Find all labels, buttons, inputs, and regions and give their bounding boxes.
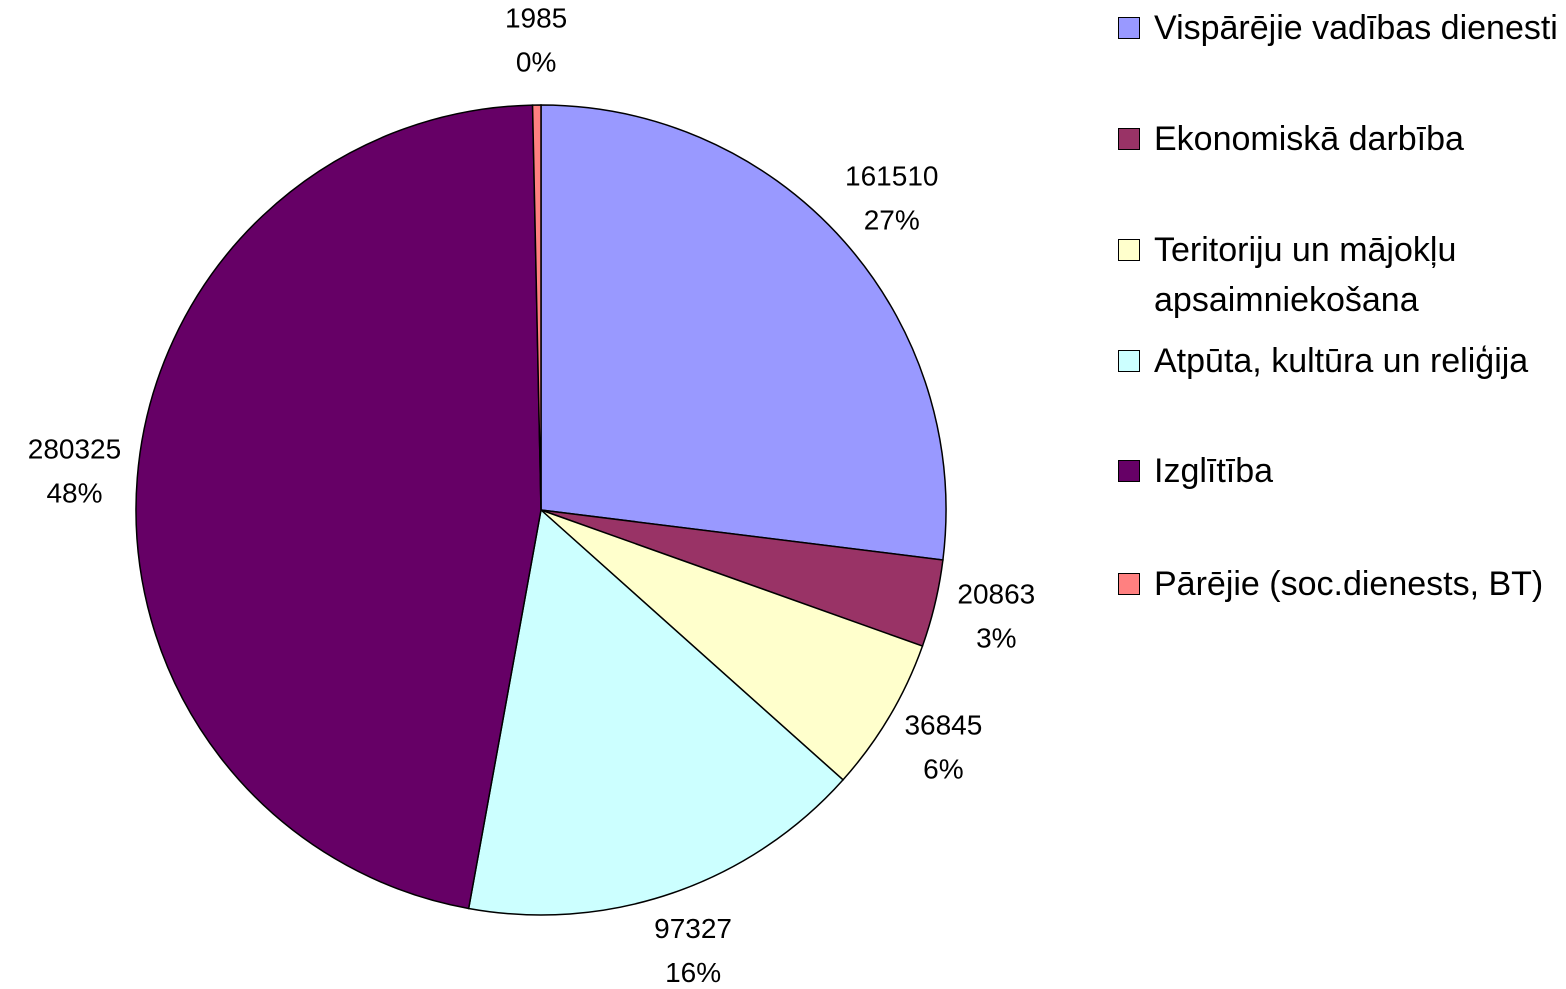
- percent-label: 27%: [864, 205, 920, 236]
- pie-slice: [540, 509, 924, 781]
- pie-slice: [467, 508, 845, 916]
- legend-label: Vispārējie vadības dienesti: [1154, 9, 1558, 47]
- pie-slice: [540, 104, 947, 561]
- legend-swatch: [1118, 460, 1140, 482]
- legend-label: Teritoriju un mājokļu apsaimniekošana: [1154, 231, 1457, 319]
- legend-swatch: [1118, 17, 1140, 39]
- legend-item: Teritoriju un mājokļu apsaimniekošana: [1118, 225, 1563, 325]
- percent-label: 48%: [46, 477, 102, 508]
- value-label: 161510: [845, 161, 938, 192]
- legend-label: Atpūta, kultūra un reliģija: [1154, 342, 1529, 380]
- value-label: 1985: [505, 2, 567, 33]
- value-label: 97327: [654, 913, 732, 944]
- legend-swatch: [1118, 573, 1140, 595]
- legend-item: Atpūta, kultūra un reliģija: [1118, 336, 1563, 386]
- legend-item: Izglītība: [1118, 446, 1563, 496]
- legend-label: Pārējie (soc.dienests, BT): [1154, 565, 1544, 603]
- legend-swatch: [1118, 350, 1140, 372]
- pie-slice: [531, 104, 542, 511]
- value-label: 280325: [28, 433, 121, 464]
- legend-item: Pārējie (soc.dienests, BT): [1118, 559, 1563, 609]
- percent-label: 6%: [923, 753, 963, 784]
- legend-label: Ekonomiskā darbība: [1154, 120, 1464, 158]
- percent-label: 3%: [976, 623, 1016, 654]
- pie-slice: [135, 104, 542, 910]
- percent-label: 0%: [516, 46, 556, 77]
- legend-swatch: [1118, 239, 1140, 261]
- legend-item: Ekonomiskā darbība: [1118, 114, 1563, 164]
- percent-label: 16%: [665, 957, 721, 988]
- value-label: 20863: [957, 579, 1035, 610]
- legend-item: Vispārējie vadības dienesti: [1118, 3, 1563, 53]
- legend-swatch: [1118, 128, 1140, 150]
- legend-label: Izglītība: [1154, 452, 1274, 490]
- value-label: 36845: [904, 709, 982, 740]
